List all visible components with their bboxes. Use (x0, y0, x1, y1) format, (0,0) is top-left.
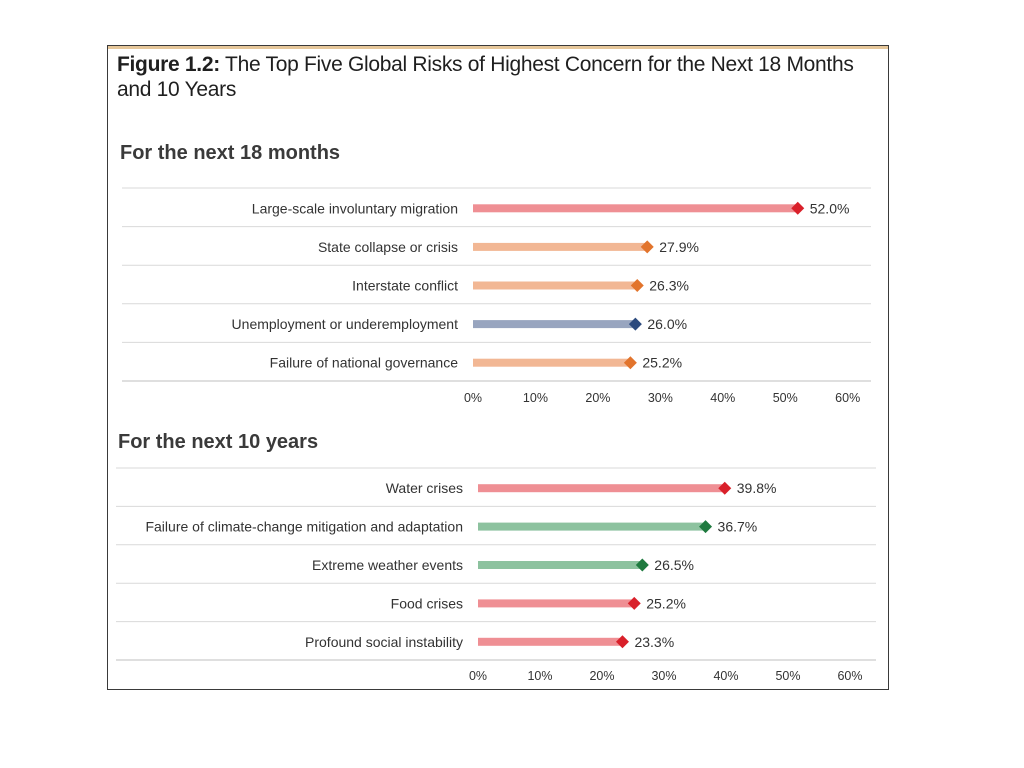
figure-label: Figure 1.2: (117, 53, 220, 76)
bar-1-2 (478, 561, 643, 569)
x-tick-label: 40% (710, 391, 735, 405)
value-marker-0-1 (640, 240, 654, 254)
value-label: 23.3% (634, 634, 674, 650)
value-marker-0-2 (630, 279, 644, 292)
value-label: 52.0% (810, 200, 850, 216)
x-tick-label: 30% (648, 391, 673, 405)
x-tick-label: 30% (651, 669, 676, 683)
category-label: Failure of national governance (270, 355, 459, 371)
x-tick-label: 10% (527, 669, 552, 683)
bar-0-4 (473, 358, 631, 367)
bar-0-0 (473, 204, 798, 213)
bar-1-3 (478, 599, 635, 608)
bar-1-1 (478, 522, 706, 531)
x-tick-label: 0% (469, 669, 487, 683)
value-marker-0-4 (623, 356, 637, 370)
x-tick-label: 60% (835, 391, 860, 405)
figure-top-rule (108, 46, 888, 49)
value-marker-0-3 (628, 317, 642, 331)
category-label: Profound social instability (305, 634, 463, 650)
x-tick-label: 60% (837, 669, 862, 683)
value-label: 25.2% (646, 595, 686, 611)
value-label: 39.8% (737, 480, 777, 496)
value-label: 26.0% (647, 316, 687, 332)
value-marker-1-4 (615, 635, 629, 649)
value-label: 36.7% (718, 519, 758, 535)
value-marker-0-0 (791, 201, 805, 215)
x-tick-label: 20% (585, 391, 610, 405)
x-tick-label: 10% (523, 391, 548, 405)
x-tick-label: 50% (773, 391, 798, 405)
category-label: Unemployment or underemployment (232, 316, 459, 332)
category-label: Interstate conflict (352, 278, 458, 294)
value-label: 27.9% (659, 239, 699, 255)
bar-0-3 (473, 320, 636, 329)
chart-title: For the next 18 months (120, 142, 340, 164)
x-tick-label: 50% (775, 669, 800, 683)
category-label: State collapse or crisis (318, 239, 458, 255)
category-label: Large-scale involuntary migration (252, 200, 458, 216)
figure-frame: Figure 1.2: The Top Five Global Risks of… (107, 45, 889, 690)
x-tick-label: 0% (464, 391, 482, 405)
value-label: 26.5% (654, 557, 694, 573)
chart-title: For the next 10 years (118, 431, 318, 453)
figure-title-text: The Top Five Global Risks of Highest Con… (117, 53, 854, 101)
value-label: 26.3% (649, 278, 689, 294)
figure-title: Figure 1.2: The Top Five Global Risks of… (117, 52, 877, 102)
value-marker-1-0 (718, 481, 732, 495)
category-label: Food crises (391, 595, 463, 611)
value-marker-1-3 (627, 596, 641, 610)
x-tick-label: 20% (589, 669, 614, 683)
value-marker-1-2 (635, 558, 649, 572)
value-marker-1-1 (699, 520, 713, 534)
bar-1-0 (478, 484, 725, 493)
category-label: Failure of climate-change mitigation and… (145, 519, 463, 535)
bar-0-2 (473, 281, 638, 290)
x-tick-label: 40% (713, 669, 738, 683)
category-label: Water crises (386, 480, 463, 496)
bar-1-4 (478, 637, 623, 646)
bar-0-1 (473, 242, 648, 251)
category-label: Extreme weather events (312, 557, 463, 573)
value-label: 25.2% (642, 355, 682, 371)
